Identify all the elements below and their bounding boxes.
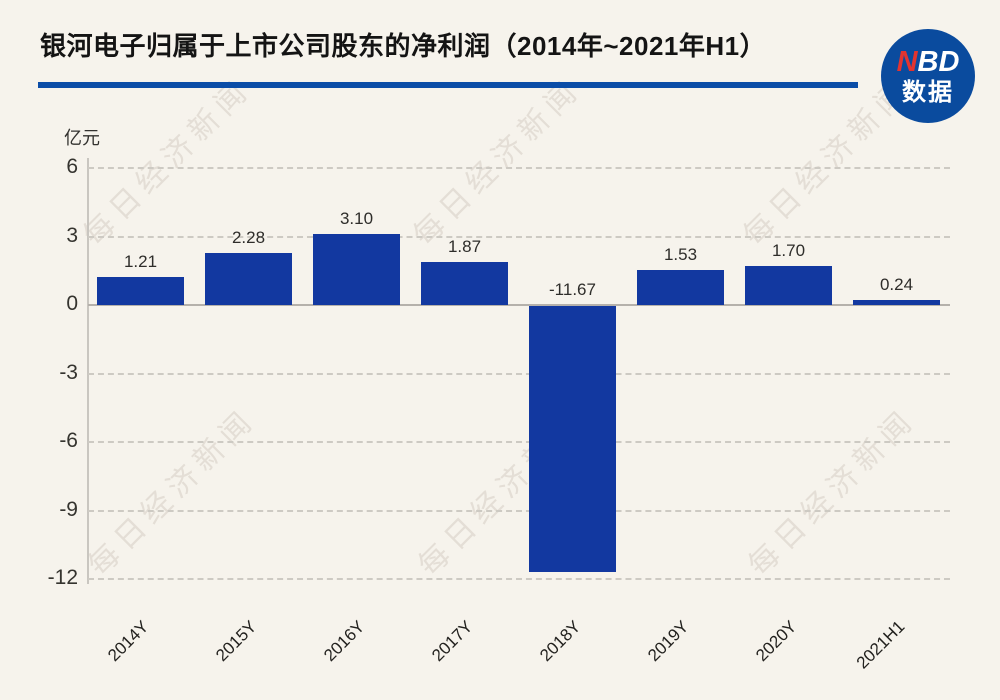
page-title: 银河电子归属于上市公司股东的净利润（2014年~2021年H1）: [40, 31, 767, 61]
bar-2021H1: [853, 299, 940, 305]
bar-value-label-2018Y: -11.67: [549, 280, 596, 299]
y-tick-label--3: -3: [59, 360, 78, 384]
watermark-text: 每日经济新闻: [77, 72, 258, 253]
watermark-text: 每日经济新闻: [742, 402, 923, 583]
gridline-6: [88, 167, 950, 169]
bar-value-label-2021H1: 0.24: [879, 274, 914, 294]
gridline--9: [88, 509, 950, 512]
x-tick-label-2014Y: 2014Y: [103, 616, 152, 666]
bar-value-label-2015Y: 2.28: [231, 227, 266, 247]
bar-value-label-2014Y: 1.21: [123, 252, 158, 272]
y-tick-label-6: 6: [66, 155, 78, 178]
bar-2020Y: [745, 266, 832, 305]
nbd-logo-subtext: 数据: [902, 78, 954, 106]
nbd-logo-letters-bd: BD: [917, 46, 960, 79]
x-tick-label-2021H1: 2021H1: [852, 616, 908, 673]
gridline--12: [88, 578, 950, 580]
x-tick-label-2015Y: 2015Y: [211, 616, 260, 666]
bar-value-label-2016Y: 3.10: [339, 209, 374, 229]
title-divider: [38, 82, 858, 88]
x-tick-label-2020Y: 2020Y: [751, 616, 800, 666]
y-tick-label--9: -9: [59, 497, 78, 521]
y-axis-unit-label: 亿元: [64, 128, 100, 148]
bar-2019Y: [637, 270, 724, 305]
bar-value-label-2019Y: 1.53: [663, 245, 698, 265]
x-tick-label-2018Y: 2018Y: [535, 616, 584, 666]
y-tick-label--6: -6: [59, 429, 78, 452]
y-tick-label--12: -12: [47, 566, 78, 589]
zero-baseline: [88, 304, 950, 306]
y-tick-label-0: 0: [66, 292, 78, 315]
bar-value-label-2020Y: 1.70: [771, 241, 806, 261]
nbd-logo-letter-n: N: [896, 46, 918, 79]
bar-2016Y: [313, 234, 400, 305]
bar-value-label-2017Y: 1.87: [447, 237, 482, 257]
watermark-text: 每日经济新闻: [407, 72, 588, 253]
gridline--6: [88, 441, 950, 443]
x-tick-label-2019Y: 2019Y: [643, 616, 692, 666]
bar-2015Y: [205, 252, 292, 305]
x-tick-label-2016Y: 2016Y: [319, 616, 368, 666]
y-tick-label-3: 3: [66, 223, 78, 247]
bar-2014Y: [97, 277, 184, 305]
nbd-logo: NBD 数据: [881, 29, 975, 123]
x-tick-label-2017Y: 2017Y: [427, 616, 476, 666]
gridline--3: [88, 372, 950, 375]
y-axis-line: [87, 158, 89, 584]
gridline-3: [88, 235, 950, 238]
bar-2017Y: [421, 262, 508, 305]
watermark-text: 每日经济新闻: [82, 402, 263, 583]
nbd-logo-text: NBD: [897, 47, 960, 77]
bar-2018Y: [529, 306, 616, 573]
